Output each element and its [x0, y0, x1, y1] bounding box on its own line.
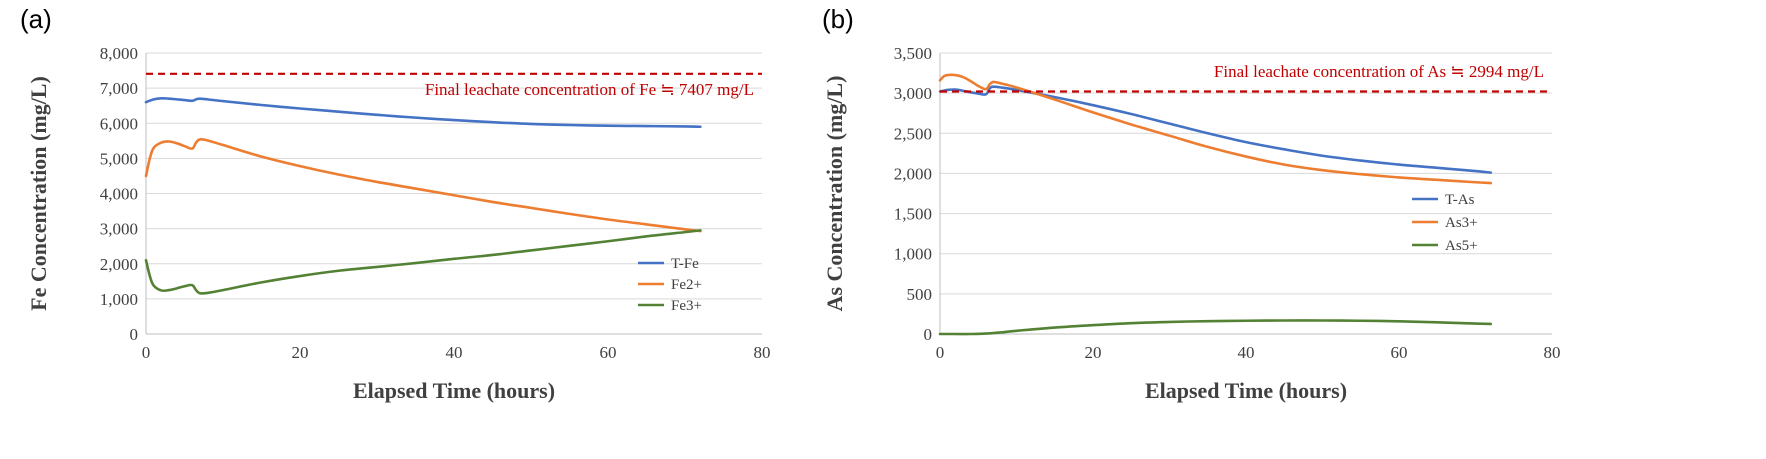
chart-panel-a: (a) 0 1,000 2,000 3,000 4,000 5,000 6,000 7,000 8… [20, 4, 771, 403]
legend-label: As3+ [1445, 215, 1478, 231]
legend-label: T-As [1445, 192, 1475, 208]
y-axis-title: As Concentration (mg/L) [822, 76, 847, 312]
series-line-fe2- [144, 137, 702, 233]
y-tick-label: 3,000 [100, 220, 138, 239]
legend-label: T-Fe [671, 256, 699, 272]
reference-line-label: Final leachate concentration of Fe ≒ 740… [425, 80, 754, 99]
x-tick-label: 60 [1391, 343, 1408, 362]
y-tick-label: 5,000 [100, 149, 138, 168]
y-tick-label: 0 [130, 325, 139, 344]
y-tick-label: 2,000 [894, 164, 932, 183]
series-line-as3- [938, 73, 1493, 185]
x-tick-label: 60 [600, 343, 617, 362]
y-tick-label: 500 [907, 285, 933, 304]
series-line-t-fe [144, 96, 702, 129]
y-tick-label: 4,000 [100, 185, 138, 204]
chart-panel-b: (b) 0 500 1,000 1,500 2,000 2,500 3,000 3,500 0 20… [822, 4, 1561, 403]
legend-label: Fe2+ [671, 277, 702, 293]
x-tick-label: 0 [936, 343, 945, 362]
y-tick-label: 1,000 [100, 290, 138, 309]
legend-label: Fe3+ [671, 298, 702, 314]
x-tick-label: 80 [1544, 343, 1561, 362]
y-tick-label: 3,000 [894, 84, 932, 103]
x-tick-label: 40 [446, 343, 463, 362]
y-tick-label: 3,500 [894, 44, 932, 63]
y-tick-label: 1,500 [894, 205, 932, 224]
series-line-t-as [938, 85, 1493, 174]
x-axis-title: Elapsed Time (hours) [1145, 378, 1347, 403]
x-tick-label: 40 [1238, 343, 1255, 362]
y-tick-label: 2,000 [100, 255, 138, 274]
x-tick-label: 20 [1085, 343, 1102, 362]
series-line-fe3- [144, 229, 702, 295]
series-line-as5- [938, 319, 1493, 336]
y-axis-title: Fe Concentration (mg/L) [26, 76, 51, 311]
y-tick-label: 2,500 [894, 124, 932, 143]
y-tick-label: 0 [924, 325, 933, 344]
y-tick-label: 6,000 [100, 114, 138, 133]
x-tick-label: 20 [292, 343, 309, 362]
panel-label: (a) [20, 4, 52, 34]
y-tick-label: 7,000 [100, 79, 138, 98]
legend-label: As5+ [1445, 238, 1478, 254]
reference-line-label: Final leachate concentration of As ≒ 299… [1214, 62, 1544, 81]
x-axis-title: Elapsed Time (hours) [353, 378, 555, 403]
y-tick-label: 1,000 [894, 245, 932, 264]
x-tick-label: 80 [754, 343, 771, 362]
x-tick-label: 0 [142, 343, 151, 362]
panel-label: (b) [822, 4, 854, 34]
y-tick-label: 8,000 [100, 44, 138, 63]
